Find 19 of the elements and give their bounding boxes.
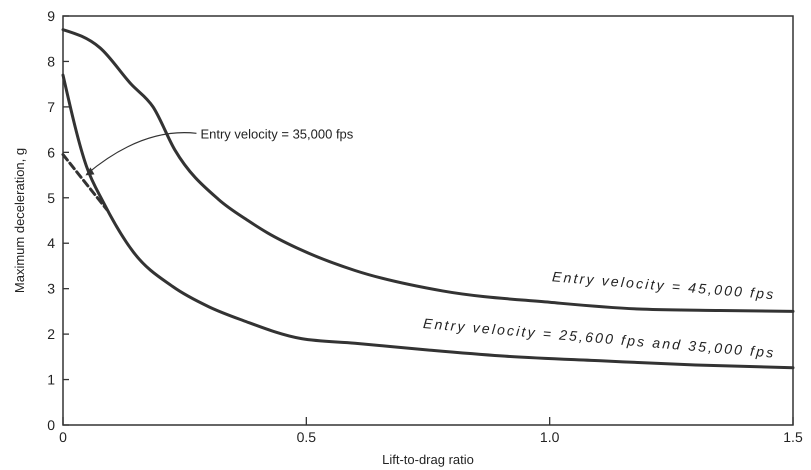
y-tick-label: 9 <box>47 8 56 24</box>
series-label: Entry velocity = 25,600 fps and 35,000 fps <box>422 315 776 361</box>
annotation: Entry velocity = 35,000 fps <box>200 126 354 142</box>
x-tick-label: 0.5 <box>296 429 316 445</box>
x-axis-title: Lift-to-drag ratio <box>382 452 474 467</box>
y-tick-label: 8 <box>47 53 56 70</box>
x-tick-label: 0 <box>59 429 68 445</box>
x-tick-label: 1.5 <box>783 429 803 445</box>
x-tick-label: 1.0 <box>540 429 560 445</box>
y-tick-label: 1 <box>47 372 56 388</box>
y-tick-label: 2 <box>47 326 56 342</box>
y-tick-label: 3 <box>47 280 56 297</box>
y-tick-label: 4 <box>47 235 56 252</box>
y-axis-title: Maximum deceleration, g <box>12 148 27 294</box>
y-tick-label: 6 <box>47 144 56 160</box>
series-label: Entry velocity = 45,000 fps <box>551 268 776 302</box>
y-tick-label: 7 <box>47 98 56 115</box>
y-tick-label: 5 <box>47 190 56 206</box>
y-tick-label: 0 <box>47 417 56 433</box>
